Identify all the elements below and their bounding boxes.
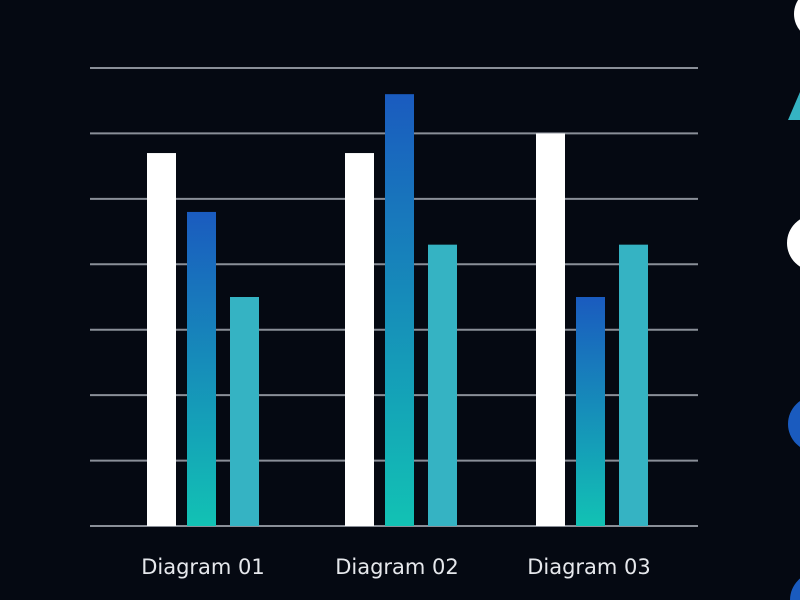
deco-circle-middle [787, 219, 800, 267]
deco-circle-top [794, 0, 800, 31]
deco-circle-bottom [790, 578, 800, 600]
x-tick-label: Diagram 03 [527, 555, 651, 579]
edge-decorations [787, 0, 800, 600]
deco-triangle [788, 92, 800, 120]
bar-2-3 [428, 244, 457, 526]
bar-2-1 [345, 153, 374, 527]
bar-3-2 [576, 297, 605, 526]
x-tick-label: Diagram 01 [141, 555, 265, 579]
bar-1-2 [187, 211, 216, 526]
bar-1-3 [230, 297, 259, 526]
deco-circle-blue [788, 401, 800, 447]
bar-3-1 [536, 133, 565, 526]
bars [147, 94, 648, 527]
x-tick-labels: Diagram 01 Diagram 02 Diagram 03 [141, 555, 651, 579]
bar-3-3 [619, 244, 648, 526]
bar-2-2 [385, 94, 414, 527]
x-tick-label: Diagram 02 [335, 555, 459, 579]
bar-1-1 [147, 153, 176, 527]
